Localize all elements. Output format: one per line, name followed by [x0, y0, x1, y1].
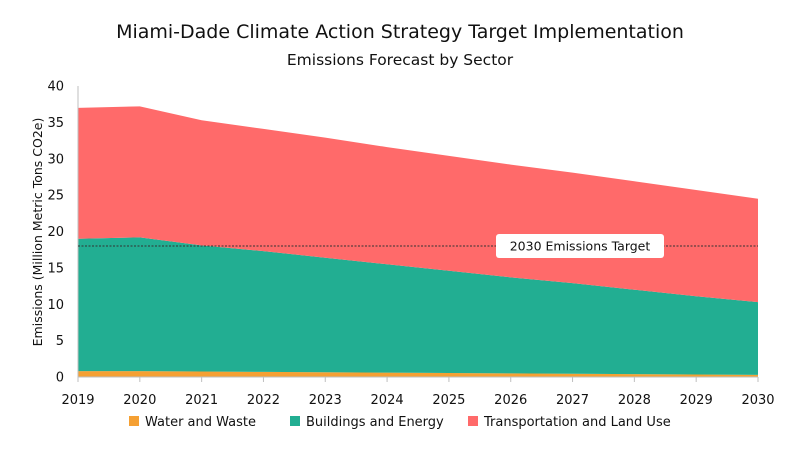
x-tick-label: 2023	[309, 393, 342, 408]
y-tick-label: 10	[47, 298, 64, 313]
x-tick-label: 2021	[185, 393, 218, 408]
legend-label-water-and-waste: Water and Waste	[145, 415, 256, 430]
x-tick-label: 2022	[247, 393, 280, 408]
y-tick-label: 15	[47, 261, 64, 276]
target-label: 2030 Emissions Target	[510, 239, 651, 254]
legend-swatch-buildings-and-energy	[290, 416, 300, 426]
x-tick-label: 2027	[556, 393, 589, 408]
x-tick-label: 2026	[494, 393, 527, 408]
target-label-box	[496, 234, 664, 259]
y-tick-label: 35	[47, 116, 64, 131]
legend: Water and Waste Buildings and Energy Trans…	[129, 415, 671, 430]
y-tick-label: 0	[56, 371, 64, 386]
reference-line-group: 2030 Emissions Target	[78, 234, 758, 259]
x-tick-label: 2030	[741, 393, 774, 408]
y-axis-label: Emissions (Million Metric Tons CO2e)	[30, 118, 45, 347]
y-tick-label: 30	[47, 152, 64, 167]
x-tick-label: 2028	[618, 393, 651, 408]
x-tick-label: 2024	[371, 393, 404, 408]
chart-subtitle: Emissions Forecast by Sector	[287, 51, 514, 69]
area-water-and-waste	[78, 371, 758, 377]
y-tick-label: 40	[47, 80, 64, 95]
x-tick-label: 2019	[61, 393, 94, 408]
y-tick-label: 20	[47, 225, 64, 240]
area-buildings-and-energy	[78, 237, 758, 375]
y-tick-label: 25	[47, 189, 64, 204]
legend-label-buildings-and-energy: Buildings and Energy	[306, 415, 444, 430]
legend-swatch-transportation-and-land-use	[468, 416, 478, 426]
x-tick-label: 2020	[123, 393, 156, 408]
legend-swatch-water-and-waste	[129, 416, 139, 426]
x-tick-label: 2029	[680, 393, 713, 408]
y-tick-label: 5	[56, 334, 64, 349]
chart-title: Miami-Dade Climate Action Strategy Targe…	[116, 21, 684, 43]
x-tick-label: 2025	[432, 393, 465, 408]
legend-label-transportation-and-land-use: Transportation and Land Use	[483, 415, 671, 430]
